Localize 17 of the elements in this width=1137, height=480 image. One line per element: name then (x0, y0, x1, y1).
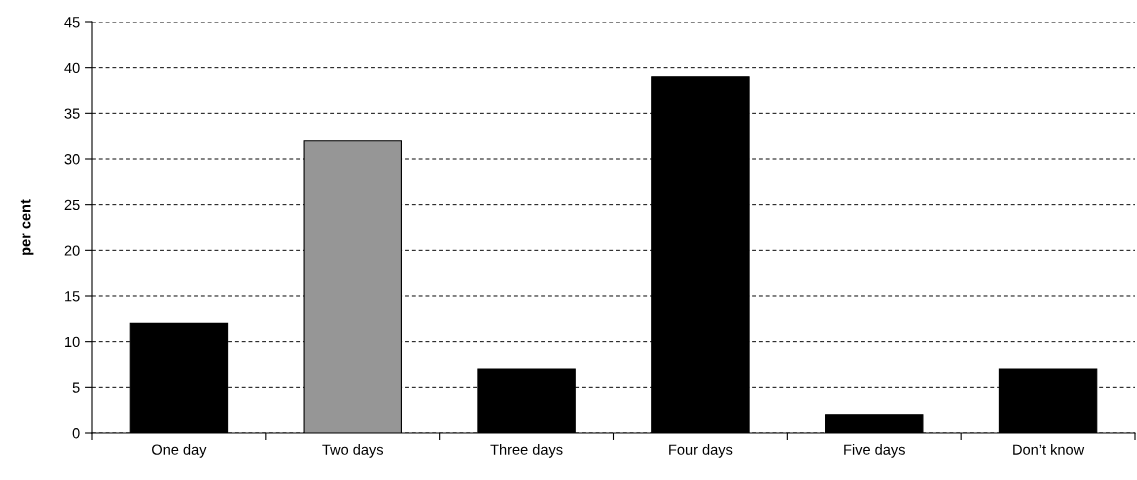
y-tick-label: 25 (64, 199, 80, 211)
y-tick-label: 40 (64, 62, 80, 74)
y-tick-label: 15 (65, 291, 80, 302)
y-tick-label: 30 (64, 154, 80, 165)
x-tick-label: Three days (490, 444, 563, 458)
y-tick-label: 20 (64, 245, 80, 256)
y-tick-label: 5 (72, 382, 80, 393)
y-tick-label: 0 (72, 428, 80, 439)
y-tick-label: 35 (64, 108, 80, 119)
y-tick-label: 45 (64, 17, 80, 28)
y-axis-title: per cent (20, 199, 34, 255)
x-tick-label: One day (152, 444, 207, 458)
x-tick-label: Five days (844, 444, 905, 458)
y-tick-label: 10 (65, 336, 80, 348)
x-tick-label: Two days (322, 444, 384, 458)
x-tick-label: Four days (669, 444, 733, 458)
x-tick-label: Don’t know (1013, 444, 1085, 455)
